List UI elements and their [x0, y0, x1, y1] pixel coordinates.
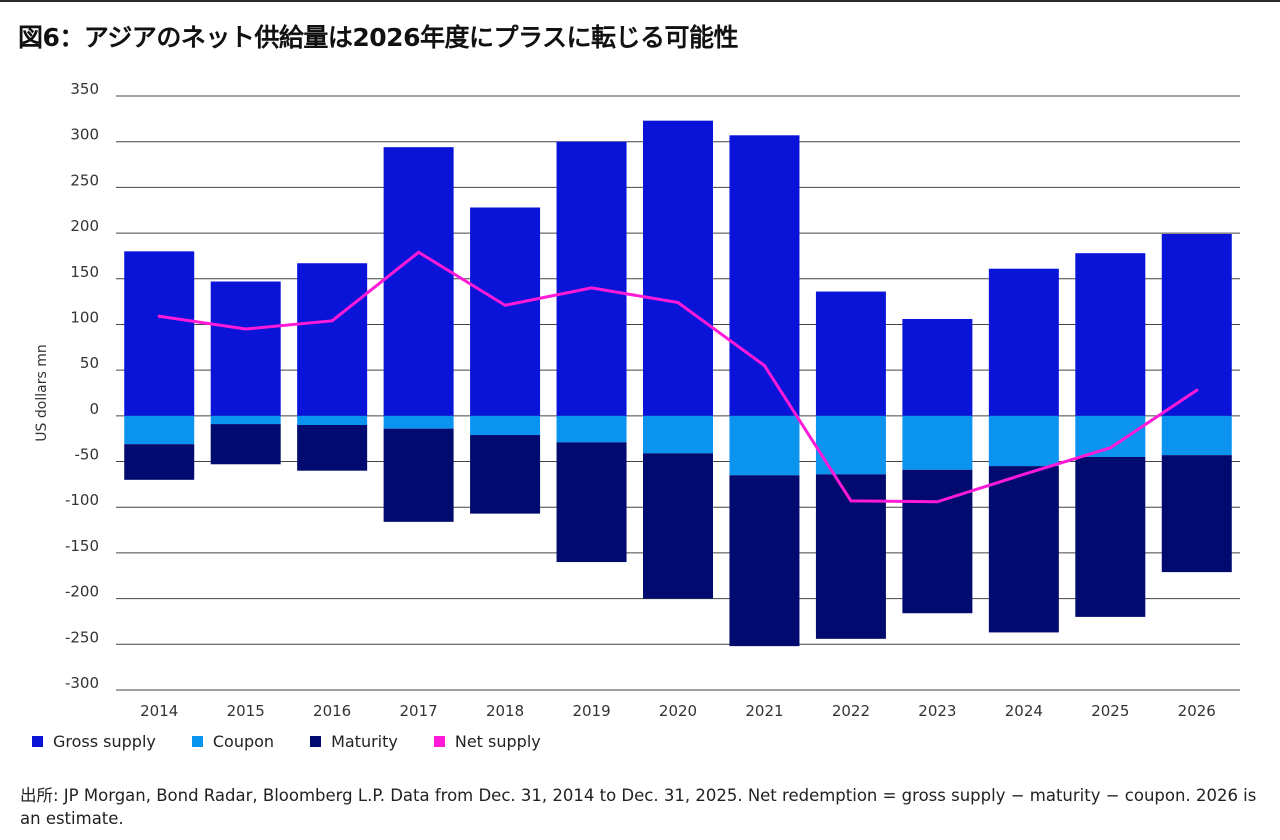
bar-gross-supply — [643, 120, 713, 416]
bar-gross-supply — [124, 251, 195, 416]
bar-maturity — [470, 435, 541, 514]
net-supply-point — [590, 286, 594, 290]
legend-label-coupon: Coupon — [212, 732, 275, 751]
y-tick-label: 200 — [70, 217, 99, 235]
bar-gross-supply — [1075, 253, 1146, 416]
legend-swatch-net-supply — [433, 736, 445, 747]
bar-maturity — [643, 453, 713, 599]
legend-label-maturity: Maturity — [331, 732, 398, 751]
y-tick-label: 50 — [80, 354, 99, 372]
legend-swatch-maturity — [310, 736, 322, 747]
x-tick-label: 2024 — [1005, 702, 1043, 720]
bar-gross-supply — [556, 141, 627, 416]
legend-label-gross-supply: Gross supply — [53, 732, 156, 751]
x-tick-label: 2017 — [400, 702, 438, 720]
bar-gross-supply — [470, 207, 541, 416]
bar-maturity — [210, 424, 281, 465]
net-supply-point — [849, 499, 853, 503]
bar-coupon — [210, 415, 281, 425]
y-tick-label: -100 — [65, 491, 99, 509]
y-tick-label: 350 — [70, 80, 99, 98]
net-supply-point — [244, 327, 248, 331]
bar-maturity — [383, 428, 454, 522]
net-supply-point — [157, 314, 161, 318]
legend-swatch-gross-supply — [32, 736, 43, 747]
legend-item-gross-supply: Gross supply — [32, 732, 156, 751]
x-tick-label: 2021 — [745, 702, 783, 720]
legend-item-coupon: Coupon — [191, 732, 275, 751]
bar-coupon — [1075, 415, 1146, 457]
chart-area: 350 300 250 200 150 100 50 0 -50 -100 -150 -200 -250… — [34, 80, 1240, 720]
net-supply-point — [762, 364, 766, 368]
legend-item-maturity: Maturity — [310, 732, 398, 751]
y-axis-label: US dollars mn — [34, 344, 50, 441]
bar-coupon — [1161, 415, 1232, 456]
bar-gross-supply — [729, 135, 800, 416]
y-tick-label: -250 — [65, 628, 99, 646]
x-tick-label: 2025 — [1091, 702, 1129, 720]
bar-maturity — [297, 424, 368, 471]
net-supply-point — [330, 319, 334, 323]
legend-swatch-coupon — [191, 736, 203, 747]
bar-gross-supply — [988, 268, 1059, 416]
y-tick-label: -150 — [65, 537, 99, 555]
net-supply-point — [676, 301, 680, 305]
y-tick-label: 0 — [89, 400, 99, 418]
bar-gross-supply — [383, 147, 454, 416]
x-tick-label: 2019 — [572, 702, 610, 720]
y-tick-label: 300 — [70, 126, 99, 144]
bar-coupon — [902, 415, 973, 470]
net-supply-point — [935, 500, 939, 504]
x-tick-label: 2016 — [313, 702, 351, 720]
net-supply-point — [1108, 446, 1112, 450]
net-supply-point — [1022, 472, 1026, 476]
y-tick-label: 100 — [70, 308, 99, 326]
bar-gross-supply — [1161, 233, 1232, 416]
y-tick-label: 150 — [70, 263, 99, 281]
bar-maturity — [124, 444, 195, 480]
bar-maturity — [556, 442, 627, 563]
bar-gross-supply — [902, 318, 973, 416]
bar-coupon — [729, 415, 800, 476]
bar-coupon — [643, 415, 713, 454]
x-tick-label: 2022 — [832, 702, 870, 720]
net-supply-point — [1195, 388, 1199, 392]
net-supply-point — [417, 250, 421, 254]
bar-gross-supply — [815, 291, 886, 416]
bar-coupon — [297, 415, 368, 425]
bar-gross-supply — [297, 263, 368, 416]
bar-coupon — [988, 415, 1059, 467]
x-tick-label: 2023 — [918, 702, 956, 720]
x-tick-label: 2015 — [227, 702, 265, 720]
net-supply-point — [503, 303, 507, 307]
y-tick-label: -50 — [75, 446, 100, 464]
chart-title: 図6：アジアのネット供給量は2026年度にプラスに転じる可能性 — [18, 23, 738, 52]
top-rule — [0, 0, 1280, 2]
legend-item-net-supply: Net supply — [433, 732, 541, 751]
legend: Gross supply Coupon Maturity Net supply — [32, 732, 577, 751]
x-tick-label: 2026 — [1178, 702, 1216, 720]
bar-coupon — [124, 415, 195, 445]
bar-coupon — [470, 415, 541, 436]
source-note: 出所: JP Morgan, Bond Radar, Bloomberg L.P… — [20, 786, 1257, 828]
x-tick-label: 2020 — [659, 702, 697, 720]
y-tick-label: -300 — [65, 674, 99, 692]
x-tick-label: 2014 — [140, 702, 178, 720]
bar-coupon — [383, 415, 454, 429]
bar-maturity — [1075, 456, 1146, 617]
y-tick-label: -200 — [65, 583, 99, 601]
bar-maturity — [1161, 455, 1232, 573]
x-tick-label: 2018 — [486, 702, 524, 720]
bar-coupon — [815, 415, 886, 475]
bar-maturity — [729, 475, 800, 647]
bar-maturity — [902, 469, 973, 614]
bar-maturity — [988, 466, 1059, 633]
y-tick-label: 250 — [70, 171, 99, 189]
legend-label-net-supply: Net supply — [454, 732, 541, 751]
bar-coupon — [556, 415, 627, 443]
bar-gross-supply — [210, 281, 281, 416]
